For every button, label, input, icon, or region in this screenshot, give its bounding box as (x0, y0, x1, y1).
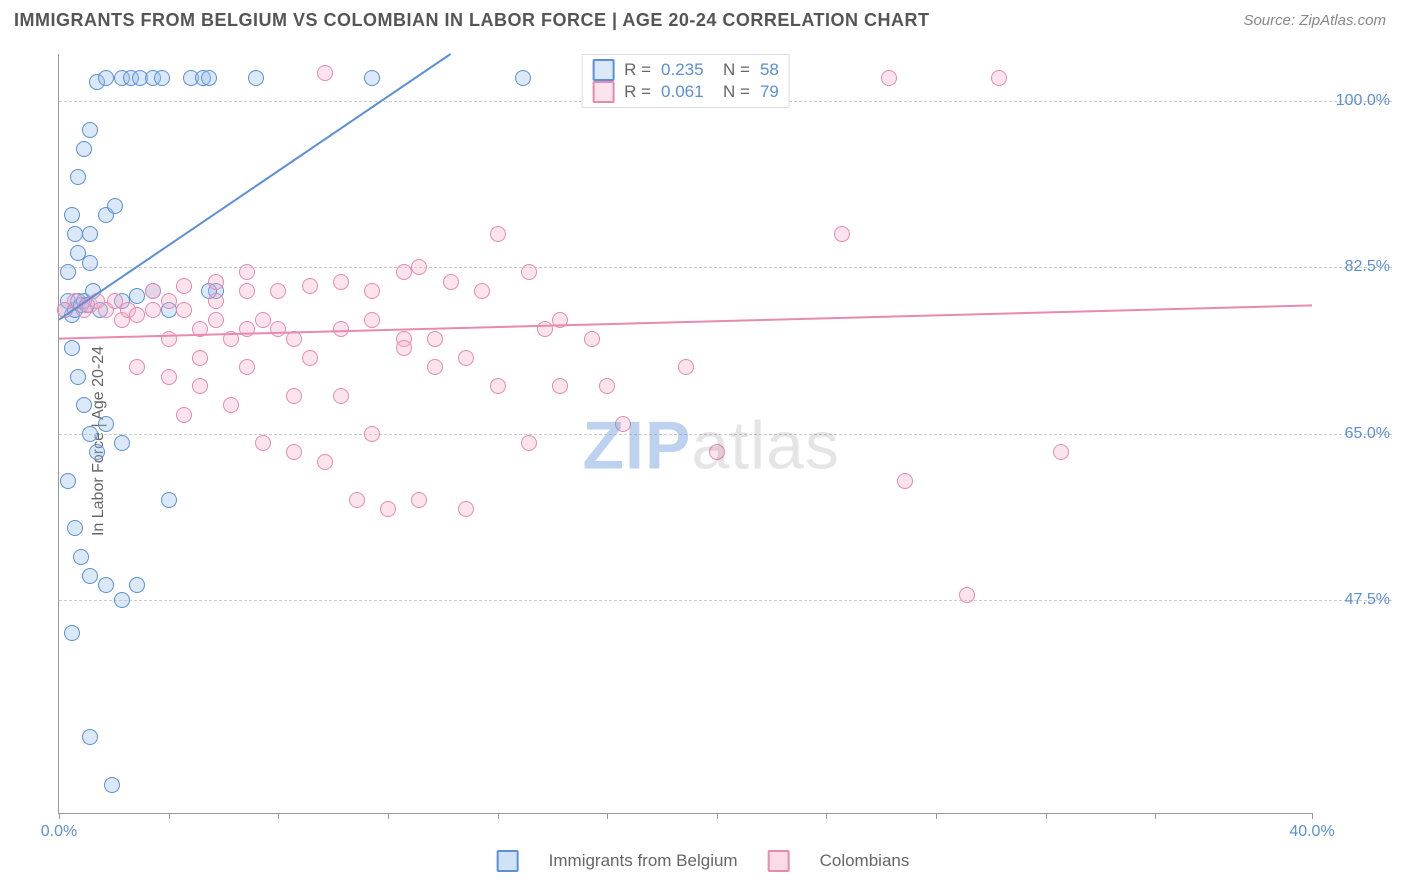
x-tick (826, 813, 827, 819)
x-tick (936, 813, 937, 819)
legend-swatch-colombians-icon (768, 850, 790, 872)
legend-r-value-belgium: 0.235 (661, 60, 704, 80)
x-tick (1155, 813, 1156, 819)
y-tick-label: 65.0% (1345, 425, 1390, 443)
source-attribution: Source: ZipAtlas.com (1243, 12, 1386, 29)
chart-title: IMMIGRANTS FROM BELGIUM VS COLOMBIAN IN … (14, 10, 930, 31)
legend-label-belgium: Immigrants from Belgium (549, 851, 738, 871)
x-tick-label-end: 40.0% (1289, 823, 1334, 841)
plot-area: R = 0.235 N = 58 R = 0.061 N = 79 ZIPatl… (58, 54, 1312, 814)
series-legend: Immigrants from Belgium Colombians (497, 850, 910, 872)
legend-n-label: N = (714, 82, 750, 102)
y-tick-label: 100.0% (1336, 92, 1390, 110)
x-tick-label-start: 0.0% (41, 823, 77, 841)
x-tick (169, 813, 170, 819)
chart-container: In Labor Force | Age 20-24 R = 0.235 N =… (14, 40, 1392, 842)
legend-swatch-belgium (592, 59, 614, 81)
legend-n-value-colombians: 79 (760, 82, 779, 102)
y-tick-label: 82.5% (1345, 258, 1390, 276)
x-tick (278, 813, 279, 819)
x-tick (498, 813, 499, 819)
x-tick (1312, 813, 1313, 819)
legend-r-label: R = (624, 82, 651, 102)
x-tick (717, 813, 718, 819)
legend-r-label: R = (624, 60, 651, 80)
legend-swatch-colombians (592, 81, 614, 103)
legend-n-value-belgium: 58 (760, 60, 779, 80)
legend-row-belgium: R = 0.235 N = 58 (592, 59, 779, 81)
correlation-legend: R = 0.235 N = 58 R = 0.061 N = 79 (581, 54, 790, 108)
legend-row-colombians: R = 0.061 N = 79 (592, 81, 779, 103)
trend-line (59, 54, 451, 320)
trend-line (59, 305, 1312, 338)
x-tick (59, 813, 60, 819)
legend-r-value-colombians: 0.061 (661, 82, 704, 102)
x-tick (1046, 813, 1047, 819)
trend-lines (59, 54, 1312, 813)
x-tick (388, 813, 389, 819)
y-tick-label: 47.5% (1345, 591, 1390, 609)
legend-swatch-belgium-icon (497, 850, 519, 872)
legend-label-colombians: Colombians (820, 851, 910, 871)
x-tick (607, 813, 608, 819)
legend-n-label: N = (714, 60, 750, 80)
